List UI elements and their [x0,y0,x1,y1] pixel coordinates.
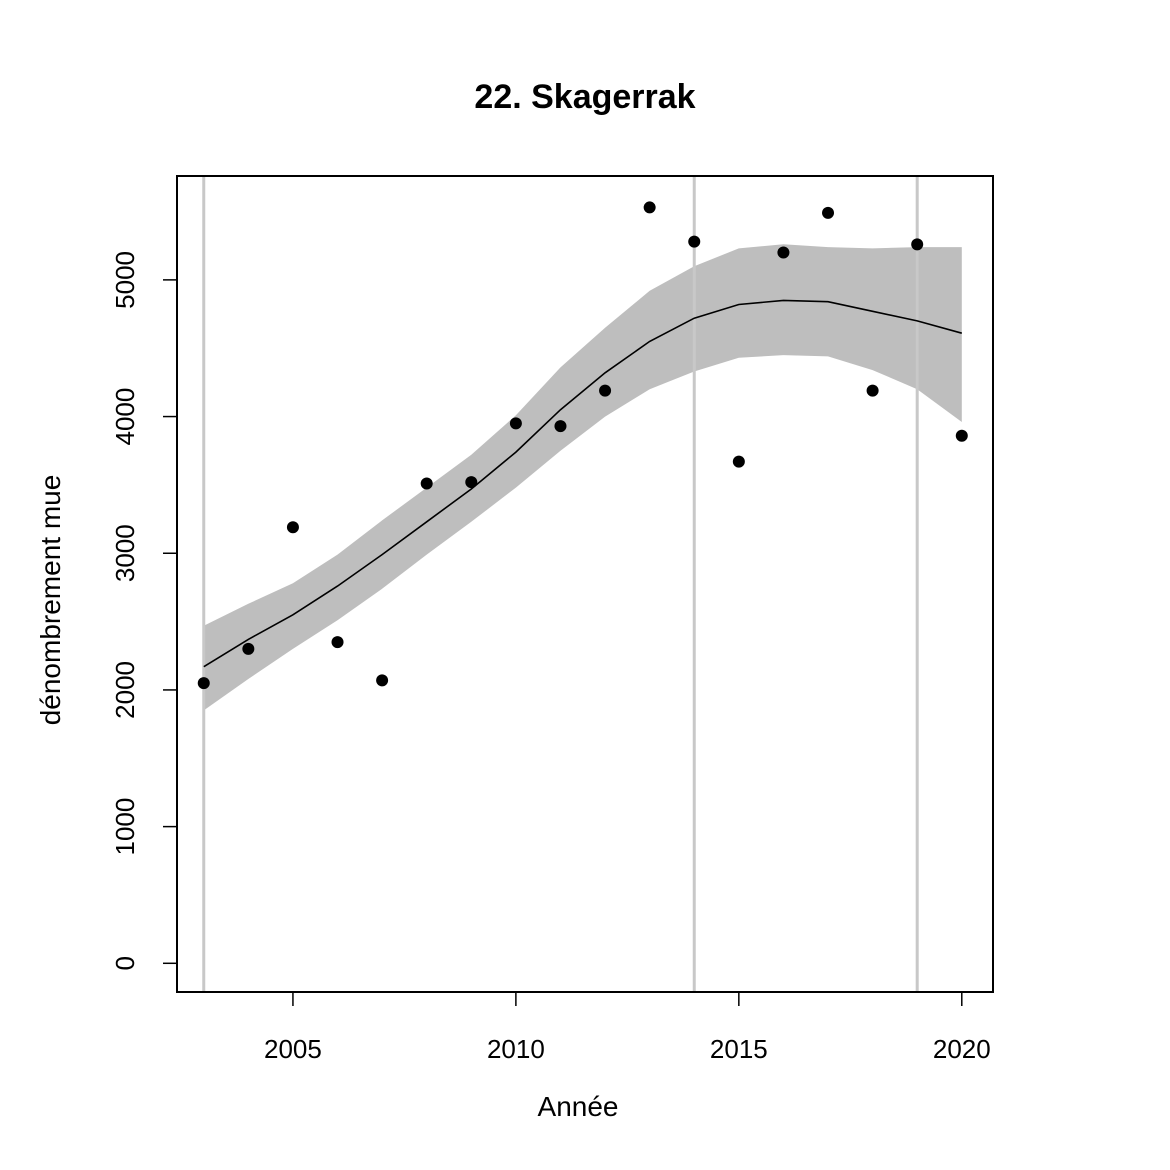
y-axis-label: dénombrement mue [35,475,66,726]
x-tick-label: 2020 [933,1034,991,1064]
y-tick-label: 1000 [110,798,140,856]
data-point [866,384,879,397]
chart-title: 22. Skagerrak [474,78,695,116]
data-point [822,206,835,219]
x-axis: 2005 2010 2015 2020 [264,992,991,1064]
data-points-layer [197,201,968,690]
y-tick-label: 3000 [110,524,140,582]
trend-line-layer [203,299,963,668]
data-point [643,201,656,214]
reference-lines-layer [202,176,919,992]
confidence-band-layer [203,244,962,711]
data-point [688,235,701,248]
trend-line [203,299,963,668]
x-tick-label: 2015 [710,1034,768,1064]
data-point [955,429,968,442]
data-point [554,420,567,433]
confidence-band [203,244,962,711]
data-point [732,455,745,468]
data-point [376,674,389,687]
data-point [777,246,790,259]
data-point [420,477,433,490]
x-tick-label: 2010 [487,1034,545,1064]
x-tick-label: 2005 [264,1034,322,1064]
y-tick-label: 0 [110,956,140,970]
x-axis-label: Année [538,1091,619,1122]
data-point [465,476,478,489]
y-tick-label: 5000 [110,251,140,309]
y-axis: 0 1000 2000 3000 4000 5000 [110,251,177,971]
y-tick-label: 2000 [110,661,140,719]
plot-frame [176,175,994,993]
data-point [286,521,299,534]
y-tick-label: 4000 [110,388,140,446]
data-point [331,636,344,649]
data-point [197,677,210,690]
data-point [242,642,255,655]
data-point [509,417,522,430]
data-point [911,238,924,251]
data-point [599,384,612,397]
